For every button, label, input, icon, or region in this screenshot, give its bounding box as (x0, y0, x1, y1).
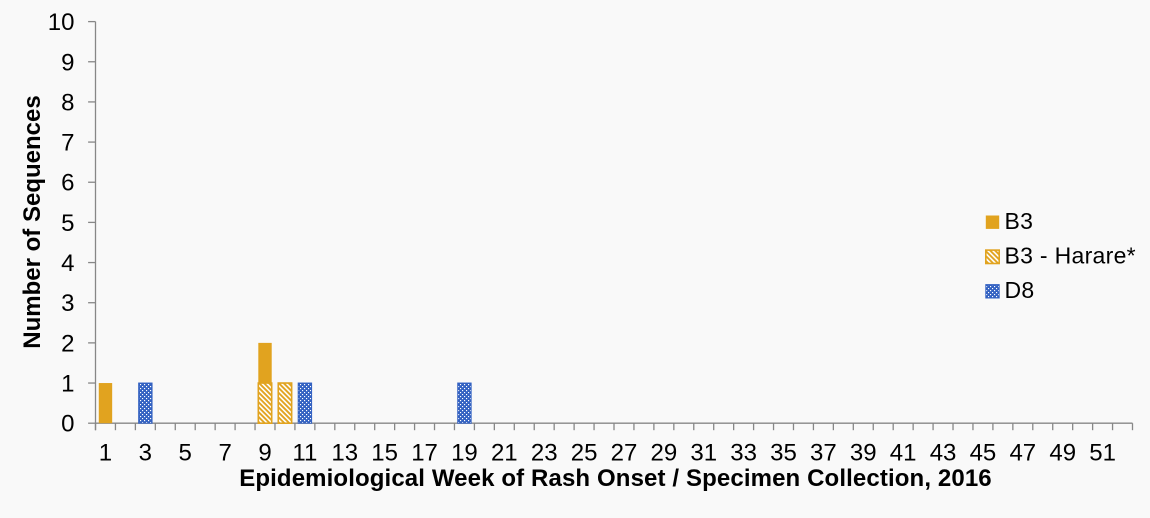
svg-text:8: 8 (61, 89, 74, 116)
svg-text:43: 43 (930, 440, 957, 467)
svg-text:37: 37 (810, 440, 837, 467)
svg-text:3: 3 (61, 290, 74, 317)
svg-text:Epidemiological Week of Rash O: Epidemiological Week of Rash Onset / Spe… (239, 465, 992, 492)
svg-text:1: 1 (99, 440, 112, 467)
svg-text:9: 9 (61, 49, 74, 76)
svg-text:47: 47 (1009, 440, 1036, 467)
svg-text:6: 6 (61, 170, 74, 197)
svg-text:15: 15 (371, 440, 398, 467)
svg-text:19: 19 (451, 440, 478, 467)
svg-text:7: 7 (61, 130, 74, 157)
svg-text:49: 49 (1049, 440, 1076, 467)
svg-text:3: 3 (139, 440, 152, 467)
svg-text:23: 23 (531, 440, 558, 467)
svg-text:Number of Sequences: Number of Sequences (19, 95, 46, 348)
svg-text:B3 - Harare*: B3 - Harare* (1005, 243, 1136, 269)
svg-text:27: 27 (611, 440, 638, 467)
svg-text:0: 0 (61, 411, 74, 438)
svg-text:29: 29 (651, 440, 678, 467)
svg-text:9: 9 (258, 440, 271, 467)
svg-text:39: 39 (850, 440, 877, 467)
svg-text:21: 21 (491, 440, 518, 467)
svg-text:25: 25 (571, 440, 598, 467)
svg-text:13: 13 (331, 440, 358, 467)
svg-text:31: 31 (690, 440, 717, 467)
svg-text:10: 10 (48, 9, 75, 36)
svg-text:41: 41 (890, 440, 917, 467)
svg-text:35: 35 (770, 440, 797, 467)
svg-text:7: 7 (218, 440, 231, 467)
svg-text:D8: D8 (1005, 277, 1035, 303)
svg-text:4: 4 (61, 250, 74, 277)
svg-text:5: 5 (61, 210, 74, 237)
svg-text:1: 1 (61, 371, 74, 398)
svg-text:5: 5 (179, 440, 192, 467)
svg-text:11: 11 (292, 440, 317, 467)
svg-text:33: 33 (730, 440, 757, 467)
svg-text:51: 51 (1089, 440, 1116, 467)
svg-text:B3: B3 (1005, 208, 1034, 234)
svg-text:17: 17 (411, 440, 438, 467)
svg-text:2: 2 (61, 330, 74, 357)
svg-text:45: 45 (970, 440, 997, 467)
